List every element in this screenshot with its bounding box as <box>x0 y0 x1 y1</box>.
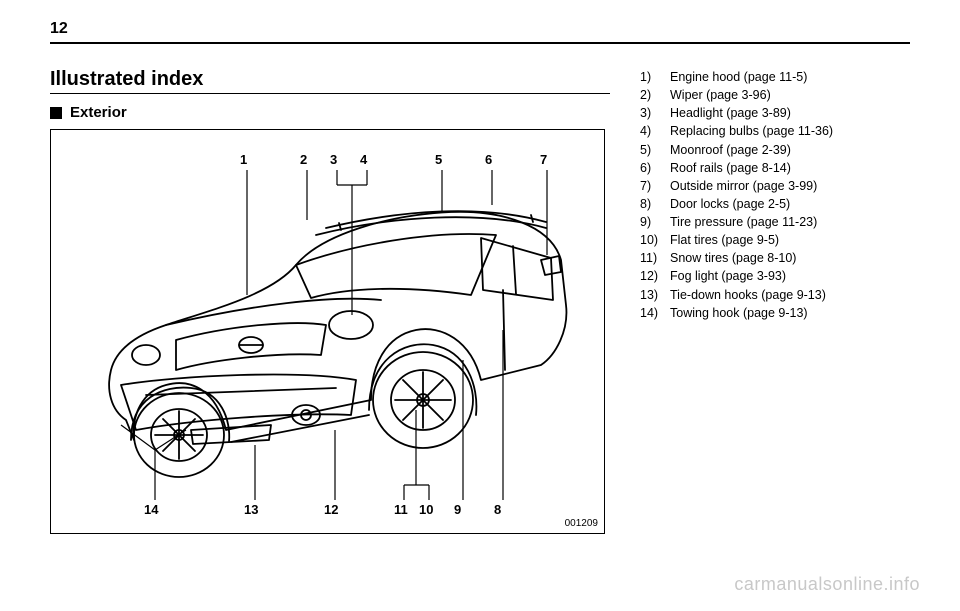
index-item-label: Headlight (page 3-89) <box>670 104 791 122</box>
index-item-label: Door locks (page 2-5) <box>670 195 790 213</box>
index-item-number: 2) <box>640 86 660 104</box>
index-item-number: 6) <box>640 159 660 177</box>
index-item-label: Fog light (page 3-93) <box>670 267 786 285</box>
section-title: Illustrated index <box>50 68 610 94</box>
callout-number: 5 <box>435 152 442 167</box>
index-item-label: Roof rails (page 8-14) <box>670 159 791 177</box>
callout-number: 12 <box>324 502 338 517</box>
callout-number: 1 <box>240 152 247 167</box>
index-item-number: 13) <box>640 286 660 304</box>
page-number: 12 <box>50 20 910 38</box>
index-item-number: 3) <box>640 104 660 122</box>
index-item: 1) Engine hood (page 11-5) <box>640 68 910 86</box>
index-item: 8) Door locks (page 2-5) <box>640 195 910 213</box>
index-item: 10) Flat tires (page 9-5) <box>640 231 910 249</box>
square-bullet-icon <box>50 107 62 119</box>
index-item-number: 9) <box>640 213 660 231</box>
callout-number: 14 <box>144 502 158 517</box>
callout-number: 13 <box>244 502 258 517</box>
left-column: Illustrated index Exterior <box>50 68 610 534</box>
index-item-number: 7) <box>640 177 660 195</box>
index-item-number: 12) <box>640 267 660 285</box>
index-item: 12) Fog light (page 3-93) <box>640 267 910 285</box>
callout-number: 9 <box>454 502 461 517</box>
page-container: 12 Illustrated index Exterior <box>0 0 960 534</box>
index-item: 4) Replacing bulbs (page 11-36) <box>640 122 910 140</box>
callout-number: 6 <box>485 152 492 167</box>
index-item-label: Snow tires (page 8-10) <box>670 249 796 267</box>
subsection-label: Exterior <box>70 104 127 121</box>
index-item-label: Towing hook (page 9-13) <box>670 304 808 322</box>
callout-number: 4 <box>360 152 367 167</box>
callout-number: 11 <box>394 502 408 517</box>
index-item-label: Tie-down hooks (page 9-13) <box>670 286 826 304</box>
callout-number: 3 <box>330 152 337 167</box>
figure-frame: 1234567 141312111098 001209 <box>50 129 605 534</box>
right-column: 1) Engine hood (page 11-5) 2) Wiper (page 3… <box>640 68 910 534</box>
index-item: 2) Wiper (page 3-96) <box>640 86 910 104</box>
index-item-label: Flat tires (page 9-5) <box>670 231 779 249</box>
index-item-label: Tire pressure (page 11-23) <box>670 213 817 231</box>
subsection-header: Exterior <box>50 104 610 121</box>
index-item-number: 10) <box>640 231 660 249</box>
vehicle-diagram <box>51 130 606 535</box>
index-item-number: 1) <box>640 68 660 86</box>
index-item: 5) Moonroof (page 2-39) <box>640 141 910 159</box>
index-item-number: 11) <box>640 249 660 267</box>
callout-number: 10 <box>419 502 433 517</box>
callout-number: 7 <box>540 152 547 167</box>
index-item-number: 14) <box>640 304 660 322</box>
watermark: carmanualsonline.info <box>734 574 920 595</box>
figure-id: 001209 <box>565 518 598 529</box>
callout-number: 8 <box>494 502 501 517</box>
index-item: 3) Headlight (page 3-89) <box>640 104 910 122</box>
callout-number: 2 <box>300 152 307 167</box>
index-item-label: Wiper (page 3-96) <box>670 86 771 104</box>
index-item-label: Moonroof (page 2-39) <box>670 141 791 159</box>
index-list: 1) Engine hood (page 11-5) 2) Wiper (page 3… <box>640 68 910 322</box>
index-item-label: Engine hood (page 11-5) <box>670 68 807 86</box>
index-item-number: 8) <box>640 195 660 213</box>
index-item-number: 4) <box>640 122 660 140</box>
content-columns: Illustrated index Exterior <box>50 68 910 534</box>
index-item: 11) Snow tires (page 8-10) <box>640 249 910 267</box>
index-item: 9) Tire pressure (page 11-23) <box>640 213 910 231</box>
index-item-label: Outside mirror (page 3-99) <box>670 177 817 195</box>
index-item-number: 5) <box>640 141 660 159</box>
index-item: 6) Roof rails (page 8-14) <box>640 159 910 177</box>
top-rule <box>50 42 910 44</box>
index-item: 7) Outside mirror (page 3-99) <box>640 177 910 195</box>
index-item: 13) Tie-down hooks (page 9-13) <box>640 286 910 304</box>
index-item: 14) Towing hook (page 9-13) <box>640 304 910 322</box>
index-item-label: Replacing bulbs (page 11-36) <box>670 122 833 140</box>
